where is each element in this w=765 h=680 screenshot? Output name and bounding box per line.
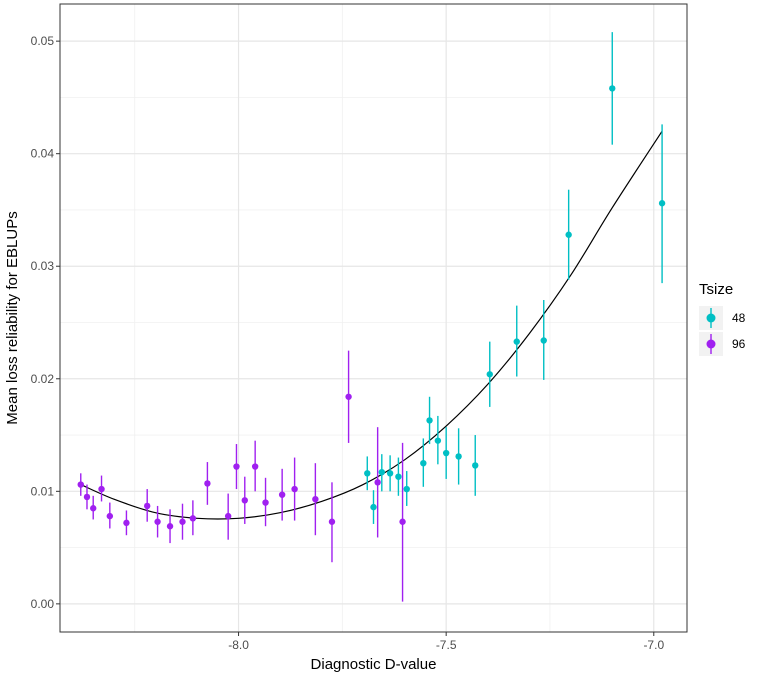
data-point: [106, 512, 114, 520]
data-point: [204, 480, 211, 487]
x-axis-title: Diagnostic D-value: [311, 656, 437, 673]
y-tick-label: 0.02: [31, 372, 55, 386]
legend-key-point: [706, 339, 716, 349]
data-point: [83, 493, 91, 501]
data-point: [278, 491, 286, 498]
fit-curve: [80, 130, 663, 520]
data-point: [154, 518, 161, 525]
x-tick-label: -7.5: [436, 638, 457, 652]
data-point: [395, 473, 402, 480]
legend-title: Tsize: [699, 281, 733, 298]
data-point: [658, 200, 666, 207]
y-axis-title: Mean loss reliability for EBLUPs: [4, 211, 21, 424]
data-point: [166, 523, 174, 530]
data-point: [123, 519, 130, 527]
data-point: [77, 481, 84, 488]
x-tick-label: -8.0: [228, 638, 249, 652]
y-tick-label: 0.00: [31, 597, 55, 611]
data-point: [609, 85, 616, 92]
plot-border: [59, 3, 688, 633]
legend: Tsize 48 96: [699, 281, 746, 356]
data-point: [565, 231, 572, 238]
legend-items: 48 96: [699, 306, 746, 356]
data-point: [251, 463, 259, 470]
y-tick-label: 0.05: [31, 34, 55, 48]
data-point: [328, 518, 336, 525]
data-point: [455, 453, 462, 460]
data-point: [312, 495, 319, 503]
data-point: [486, 371, 493, 378]
y-tick-label: 0.04: [31, 147, 55, 161]
data-point: [434, 437, 442, 444]
data-point: [143, 502, 151, 510]
data-point: [403, 485, 410, 493]
series-48: [364, 32, 666, 524]
data-point: [345, 393, 352, 400]
data-point: [374, 479, 381, 486]
data-point: [262, 499, 269, 506]
y-tick-label: 0.03: [31, 259, 55, 273]
plot-panel: [60, 4, 687, 632]
data-point: [364, 470, 371, 477]
series-96: [77, 350, 406, 602]
data-point: [472, 462, 479, 469]
data-point: [399, 518, 406, 525]
y-tick-label: 0.01: [31, 484, 55, 498]
data-point: [420, 459, 427, 467]
data-point: [370, 503, 377, 511]
data-point: [291, 485, 298, 493]
data-point: [233, 463, 240, 470]
data-point: [378, 468, 386, 476]
plot-background: [60, 4, 687, 632]
legend-label: 48: [732, 311, 746, 325]
axes-layer: -8.0 -7.5 -7.0 0.00 0.01 0.02 0.03 0.04 0.05: [31, 3, 688, 652]
legend-item-48: 48: [699, 306, 746, 330]
legend-key-point: [706, 313, 716, 323]
data-point: [442, 449, 450, 457]
data-point: [189, 515, 197, 522]
data-point: [98, 485, 105, 493]
data-point: [513, 338, 520, 345]
data-point: [386, 470, 394, 477]
legend-item-96: 96: [699, 332, 746, 356]
fit-curve-layer: [80, 130, 663, 520]
data-point: [540, 337, 547, 344]
x-tick-label: -7.0: [643, 638, 664, 652]
data-point: [241, 497, 248, 504]
data-point: [426, 417, 433, 424]
data-point: [179, 518, 186, 525]
data-points-layer: [77, 32, 666, 602]
data-point: [90, 505, 97, 512]
data-point: [224, 512, 232, 520]
legend-label: 96: [732, 337, 746, 351]
